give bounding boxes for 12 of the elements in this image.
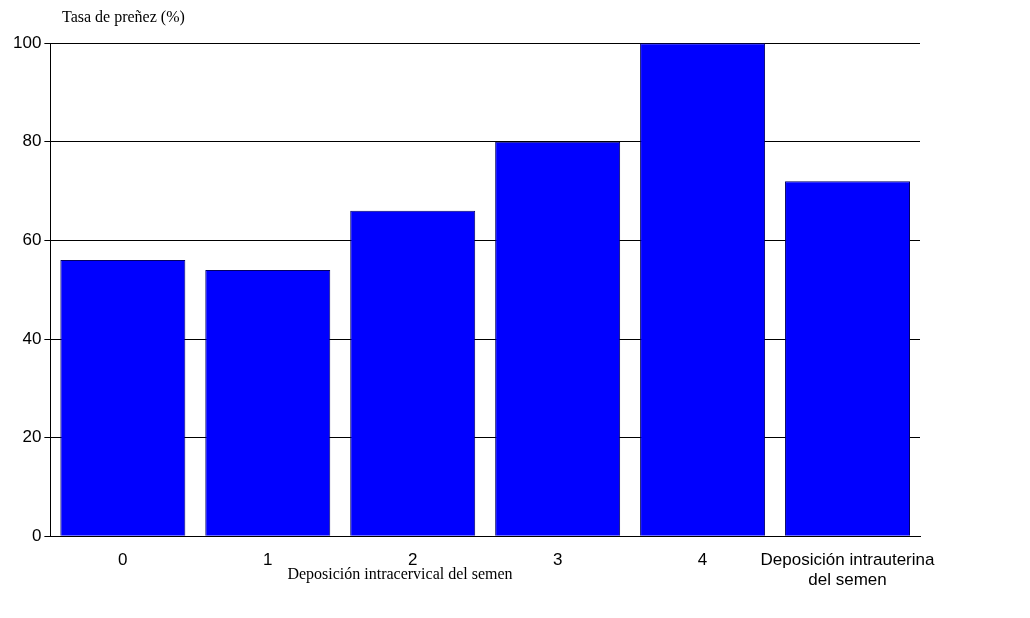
y-tick-label: 20 [22, 427, 42, 447]
y-tick-label: 0 [31, 525, 42, 545]
x-tick-label: 3 [552, 550, 563, 570]
y-axis-title: Tasa de preñez (%) [62, 8, 185, 26]
x-tick-label: 4 [697, 550, 708, 570]
y-tick-label: 40 [22, 328, 42, 348]
x-tick-label: 0 [118, 550, 128, 570]
x-tick-label: Deposición intrauterina del semen [760, 550, 936, 590]
y-tick-label: 60 [22, 230, 42, 250]
y-tick-label: 80 [22, 131, 42, 151]
x-tick-label: 1 [263, 550, 273, 570]
y-tick-label: 100 [12, 32, 42, 52]
